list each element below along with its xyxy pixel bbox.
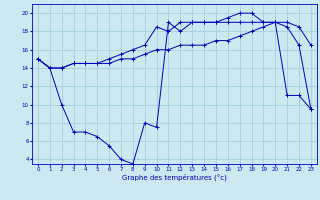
X-axis label: Graphe des températures (°c): Graphe des températures (°c)	[122, 174, 227, 181]
